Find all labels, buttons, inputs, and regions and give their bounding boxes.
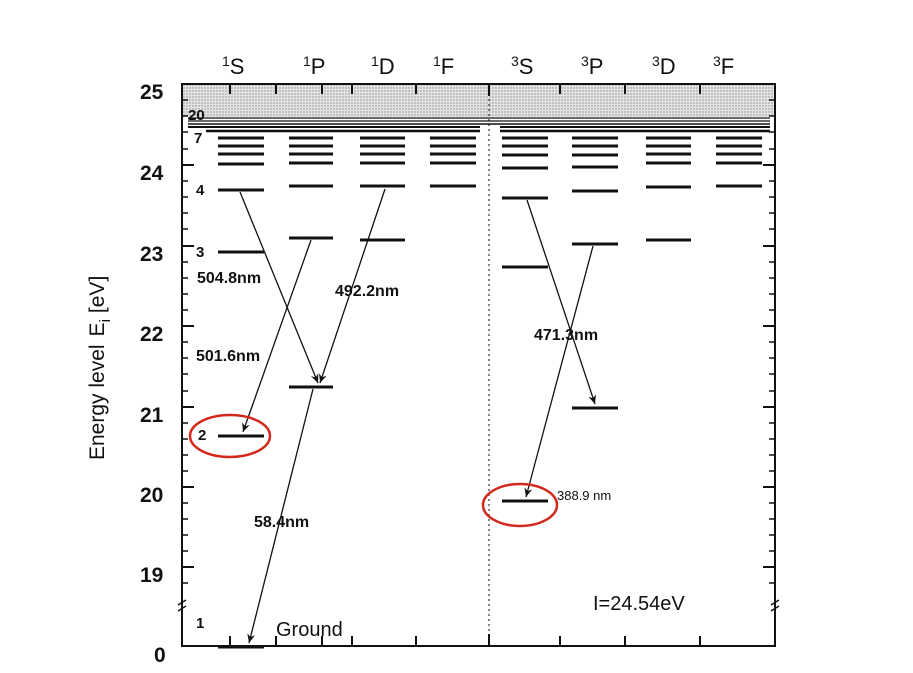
ionization-continuum-band xyxy=(182,84,775,117)
level-number-20: 20 xyxy=(188,107,205,124)
levels-singlet-p xyxy=(289,136,333,389)
y-tick-label-20: 20 xyxy=(140,484,163,507)
levels-triplet-p xyxy=(572,136,618,410)
levels-singlet-s xyxy=(218,136,264,649)
plot-frame xyxy=(181,83,776,647)
wavelength-label-492-2: 492.2nm xyxy=(335,283,399,300)
arrow-501-6 xyxy=(242,239,312,433)
wavelength-label-388-9: 388.9 nm xyxy=(557,488,611,503)
column-label-triplet-f: 3F xyxy=(713,53,734,79)
arrow-58-4 xyxy=(247,388,314,644)
level-number-2: 2 xyxy=(198,427,206,444)
column-label-singlet-p: 1P xyxy=(303,53,325,79)
column-label-triplet-s: 3S xyxy=(511,53,533,79)
y-tick-label-25: 25 xyxy=(140,81,164,104)
arrow-504-8 xyxy=(239,191,319,384)
level-number-7: 7 xyxy=(194,130,202,147)
y-tick-label-0: 0 xyxy=(154,644,166,667)
y-axis-title: Energy levelEi[eV] xyxy=(86,276,114,460)
wavelength-label-504-8: 504.8nm xyxy=(197,270,261,287)
transition-arrows xyxy=(239,188,596,644)
level-number-1: 1 xyxy=(196,615,204,632)
levels-triplet-d xyxy=(646,136,691,242)
axis-break-left-2 xyxy=(177,605,187,612)
y-tick-label-24: 24 xyxy=(140,162,164,185)
y-tick-label-22: 22 xyxy=(140,323,163,346)
axis-break-right xyxy=(770,599,780,606)
rydberg-series-lines xyxy=(188,117,770,133)
levels-singlet-f xyxy=(430,136,476,188)
y-minor-ticks xyxy=(182,99,775,584)
wavelength-label-471-3: 471.3nm xyxy=(534,327,598,344)
column-label-singlet-s: 1S xyxy=(222,53,244,79)
ionization-energy-label: I=24.54eV xyxy=(593,593,685,615)
column-label-triplet-p: 3P xyxy=(581,53,603,79)
axis-break-left xyxy=(177,599,187,606)
arrow-471-3-ssp xyxy=(526,199,596,405)
levels-singlet-d xyxy=(360,136,405,242)
wavelength-label-58-4: 58.4nm xyxy=(254,514,309,531)
ground-state-label: Ground xyxy=(276,619,343,641)
column-label-singlet-f: 1F xyxy=(433,53,454,79)
column-ticks xyxy=(229,84,701,646)
y-ticks xyxy=(182,83,775,647)
y-tick-label-19: 19 xyxy=(140,564,163,587)
level-number-3: 3 xyxy=(196,244,204,261)
arrow-492-2 xyxy=(319,188,386,384)
axis-break-right-2 xyxy=(770,605,780,612)
arrow-388-9 xyxy=(524,245,594,498)
wavelength-label-501-6: 501.6nm xyxy=(196,348,260,365)
highlight-circle-level-2 xyxy=(188,413,272,459)
column-label-singlet-d: 1D xyxy=(371,53,395,79)
highlight-circle-triplet-s-lowest xyxy=(481,482,559,528)
levels-triplet-s xyxy=(502,136,548,503)
y-tick-label-21: 21 xyxy=(140,404,164,427)
levels-triplet-f xyxy=(716,136,762,188)
y-tick-label-23: 23 xyxy=(140,243,163,266)
level-number-4: 4 xyxy=(196,182,205,199)
column-label-triplet-d: 3D xyxy=(652,53,676,79)
